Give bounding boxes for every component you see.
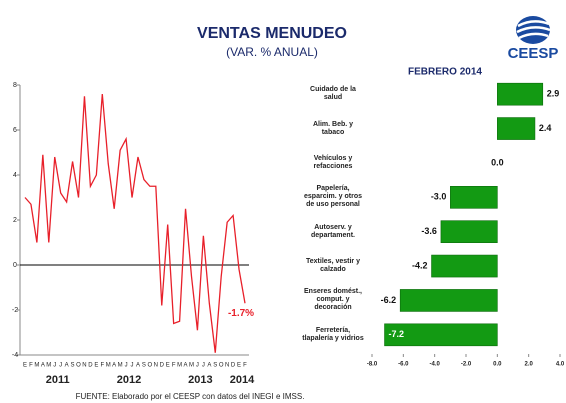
x-tick-label: F bbox=[29, 363, 33, 369]
title: VENTAS MENUDEO bbox=[197, 25, 347, 42]
y-tick-label: -4 bbox=[12, 352, 18, 359]
x-tick-label: F bbox=[172, 363, 176, 369]
x-tick-label: J bbox=[59, 363, 62, 369]
year-label: 2011 bbox=[46, 374, 70, 386]
bar bbox=[431, 254, 498, 278]
x-tick-label: M bbox=[106, 363, 111, 369]
x-tick-label: D bbox=[88, 363, 93, 369]
x-tick-label: E bbox=[166, 363, 170, 369]
y-tick-label: 8 bbox=[13, 82, 17, 89]
x-tick-label: -2.0 bbox=[461, 362, 472, 368]
x-tick-label: S bbox=[213, 363, 217, 369]
x-tick-label: 2.0 bbox=[524, 362, 533, 368]
category-label: Cuidado de la salud bbox=[310, 86, 356, 102]
value-label: -4.2 bbox=[412, 260, 428, 270]
x-tick-label: M bbox=[118, 363, 123, 369]
year-label: 2014 bbox=[230, 374, 255, 386]
x-tick-label: N bbox=[225, 363, 229, 369]
x-tick-label: M bbox=[46, 363, 51, 369]
x-tick-label: 4.0 bbox=[556, 362, 565, 368]
x-tick-label: -6.0 bbox=[398, 362, 409, 368]
x-tick-label: E bbox=[23, 363, 27, 369]
value-label: 2.4 bbox=[539, 123, 552, 133]
x-tick-label: E bbox=[94, 363, 98, 369]
x-tick-label: A bbox=[112, 363, 116, 369]
x-tick-label: F bbox=[243, 363, 247, 369]
category-label: Textiles, vestir y calzado bbox=[306, 258, 360, 274]
x-tick-label: N bbox=[82, 363, 86, 369]
series-line bbox=[24, 93, 246, 353]
x-tick-label: A bbox=[184, 363, 188, 369]
year-label: 2012 bbox=[117, 374, 141, 386]
category-label: Papelería, esparcim. y otros de uso pers… bbox=[304, 185, 362, 209]
bar bbox=[384, 323, 498, 347]
x-tick-label: A bbox=[41, 363, 45, 369]
bar bbox=[440, 220, 498, 243]
x-tick-label: D bbox=[231, 363, 236, 369]
bar bbox=[497, 117, 536, 140]
x-tick-label: J bbox=[53, 363, 56, 369]
category-label: Autoserv. y departament. bbox=[311, 223, 355, 239]
x-tick-label: -8.0 bbox=[367, 362, 378, 368]
y-tick-label: 0 bbox=[13, 262, 17, 269]
x-tick-label: J bbox=[125, 363, 128, 369]
annotation: -1.7% bbox=[228, 308, 254, 319]
value-label: -3.6 bbox=[421, 226, 437, 236]
x-tick-label: A bbox=[65, 363, 69, 369]
value-label: -3.0 bbox=[431, 192, 447, 202]
x-tick-label: O bbox=[76, 363, 81, 369]
category-label: Ferretería, tlapalería y vidrios bbox=[302, 326, 364, 342]
x-tick-label: J bbox=[202, 363, 205, 369]
y-tick-label: 6 bbox=[13, 127, 17, 134]
category-label: Alim. Beb. y tabaco bbox=[312, 120, 354, 136]
x-tick-label: F bbox=[100, 363, 104, 369]
bar bbox=[399, 289, 498, 312]
category-label: Vehículos y refacciones bbox=[313, 154, 353, 170]
y-tick-label: 2 bbox=[13, 217, 17, 224]
y-tick-label: 4 bbox=[13, 172, 17, 179]
x-tick-label: O bbox=[219, 363, 224, 369]
logo-text: CEESP bbox=[508, 45, 559, 62]
x-tick-label: S bbox=[142, 363, 146, 369]
value-label: 2.9 bbox=[547, 89, 560, 99]
x-tick-label: A bbox=[207, 363, 211, 369]
x-tick-label: N bbox=[154, 363, 158, 369]
x-tick-label: 0.0 bbox=[493, 362, 502, 368]
bar-chart-title: FEBRERO 2014 bbox=[408, 67, 482, 78]
source: FUENTE: Elaborado por el CEESP con datos… bbox=[76, 392, 305, 401]
x-tick-label: M bbox=[189, 363, 194, 369]
x-tick-label: D bbox=[160, 363, 165, 369]
logo-icon bbox=[516, 16, 551, 44]
category-label: Enseres domést., comput. y decoración bbox=[304, 288, 362, 312]
value-label: -7.2 bbox=[389, 329, 405, 339]
y-tick-label: -2 bbox=[12, 307, 18, 314]
x-tick-label: -4.0 bbox=[429, 362, 440, 368]
bar bbox=[497, 82, 544, 106]
x-tick-label: O bbox=[148, 363, 153, 369]
value-label: 0.0 bbox=[491, 157, 504, 167]
value-label: -6.2 bbox=[381, 295, 397, 305]
bar bbox=[450, 186, 498, 209]
x-tick-label: M bbox=[34, 363, 39, 369]
year-label: 2013 bbox=[188, 374, 212, 386]
x-tick-label: A bbox=[136, 363, 140, 369]
x-tick-label: J bbox=[131, 363, 134, 369]
subtitle: (VAR. % ANUAL) bbox=[226, 45, 318, 59]
x-tick-label: J bbox=[196, 363, 199, 369]
x-tick-label: M bbox=[177, 363, 182, 369]
x-tick-label: E bbox=[237, 363, 241, 369]
x-tick-label: S bbox=[71, 363, 75, 369]
